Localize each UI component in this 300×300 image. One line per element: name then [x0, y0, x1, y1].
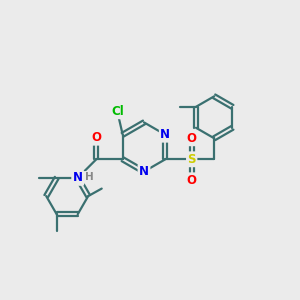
Text: N: N	[160, 128, 170, 141]
Text: O: O	[187, 174, 197, 187]
Text: N: N	[139, 165, 149, 178]
Text: S: S	[188, 153, 196, 166]
Text: O: O	[91, 131, 101, 144]
Text: O: O	[187, 132, 197, 145]
Text: Cl: Cl	[111, 105, 124, 118]
Text: H: H	[85, 172, 94, 182]
Text: N: N	[73, 171, 83, 184]
